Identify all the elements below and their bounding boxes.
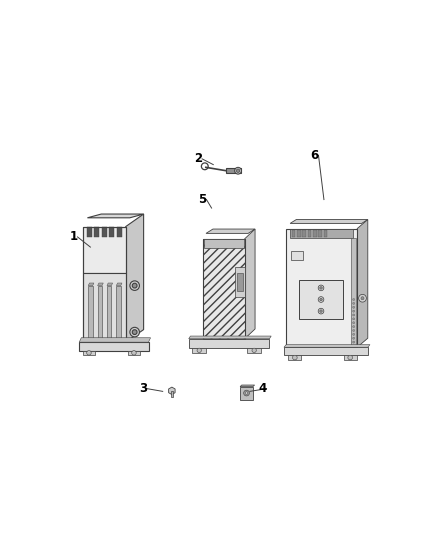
Polygon shape xyxy=(88,283,94,286)
Circle shape xyxy=(318,297,324,302)
Circle shape xyxy=(353,318,355,320)
Polygon shape xyxy=(291,251,304,260)
Polygon shape xyxy=(240,386,253,400)
Polygon shape xyxy=(237,273,243,292)
Circle shape xyxy=(359,294,366,302)
Polygon shape xyxy=(117,283,122,286)
Circle shape xyxy=(353,302,355,304)
Polygon shape xyxy=(313,230,317,237)
Circle shape xyxy=(237,169,240,172)
Polygon shape xyxy=(79,342,148,351)
Circle shape xyxy=(235,167,241,174)
Circle shape xyxy=(353,329,355,332)
Circle shape xyxy=(130,327,139,337)
Polygon shape xyxy=(98,283,103,286)
Polygon shape xyxy=(351,238,357,345)
Circle shape xyxy=(130,281,139,290)
Circle shape xyxy=(353,341,355,343)
Circle shape xyxy=(320,310,322,312)
Polygon shape xyxy=(299,280,343,319)
Circle shape xyxy=(320,287,322,289)
Polygon shape xyxy=(286,229,357,347)
Text: 4: 4 xyxy=(258,382,267,395)
Circle shape xyxy=(353,306,355,308)
Polygon shape xyxy=(83,227,126,273)
Circle shape xyxy=(353,310,355,312)
Polygon shape xyxy=(245,229,255,339)
Polygon shape xyxy=(128,351,140,354)
Text: 6: 6 xyxy=(310,149,318,162)
Polygon shape xyxy=(308,230,311,237)
Polygon shape xyxy=(226,168,241,173)
Circle shape xyxy=(197,348,201,352)
Circle shape xyxy=(353,333,355,335)
Polygon shape xyxy=(94,227,99,237)
Circle shape xyxy=(318,308,324,314)
Polygon shape xyxy=(284,345,370,347)
Circle shape xyxy=(245,392,248,394)
Polygon shape xyxy=(202,239,245,339)
Polygon shape xyxy=(117,227,122,237)
Polygon shape xyxy=(192,348,206,353)
Polygon shape xyxy=(290,229,353,238)
Polygon shape xyxy=(117,286,121,340)
Circle shape xyxy=(353,322,355,324)
Polygon shape xyxy=(288,355,301,360)
Polygon shape xyxy=(169,387,175,394)
Polygon shape xyxy=(189,339,269,348)
Polygon shape xyxy=(290,220,368,223)
Text: 2: 2 xyxy=(194,152,202,165)
Circle shape xyxy=(132,351,136,355)
Polygon shape xyxy=(102,227,106,237)
Text: 1: 1 xyxy=(69,230,78,244)
Polygon shape xyxy=(87,227,92,237)
Polygon shape xyxy=(110,227,114,237)
Circle shape xyxy=(244,390,250,396)
Polygon shape xyxy=(204,239,244,247)
Circle shape xyxy=(132,283,137,288)
Polygon shape xyxy=(88,214,144,218)
Polygon shape xyxy=(189,336,271,339)
Circle shape xyxy=(353,298,355,301)
Polygon shape xyxy=(83,351,95,354)
Circle shape xyxy=(87,351,91,355)
Polygon shape xyxy=(107,283,113,286)
Circle shape xyxy=(132,330,137,335)
Polygon shape xyxy=(324,230,327,237)
Polygon shape xyxy=(107,286,111,340)
Circle shape xyxy=(252,348,256,352)
Polygon shape xyxy=(79,338,151,342)
Polygon shape xyxy=(247,348,261,353)
Circle shape xyxy=(320,298,322,301)
Polygon shape xyxy=(303,230,306,237)
Circle shape xyxy=(293,355,297,360)
Polygon shape xyxy=(292,230,295,237)
Polygon shape xyxy=(236,267,245,297)
Text: 3: 3 xyxy=(139,382,147,395)
Circle shape xyxy=(361,297,364,300)
Circle shape xyxy=(348,355,353,360)
Polygon shape xyxy=(170,391,173,397)
Text: 5: 5 xyxy=(198,193,207,206)
Circle shape xyxy=(353,326,355,328)
Circle shape xyxy=(353,337,355,339)
Polygon shape xyxy=(318,230,322,237)
Polygon shape xyxy=(83,273,126,342)
Circle shape xyxy=(318,285,324,290)
Polygon shape xyxy=(88,286,93,340)
Polygon shape xyxy=(98,286,102,340)
Polygon shape xyxy=(357,220,368,347)
Circle shape xyxy=(353,314,355,316)
Polygon shape xyxy=(240,385,254,386)
Polygon shape xyxy=(284,347,368,355)
Polygon shape xyxy=(206,229,255,233)
Polygon shape xyxy=(344,355,357,360)
Polygon shape xyxy=(126,214,144,342)
Polygon shape xyxy=(297,230,301,237)
